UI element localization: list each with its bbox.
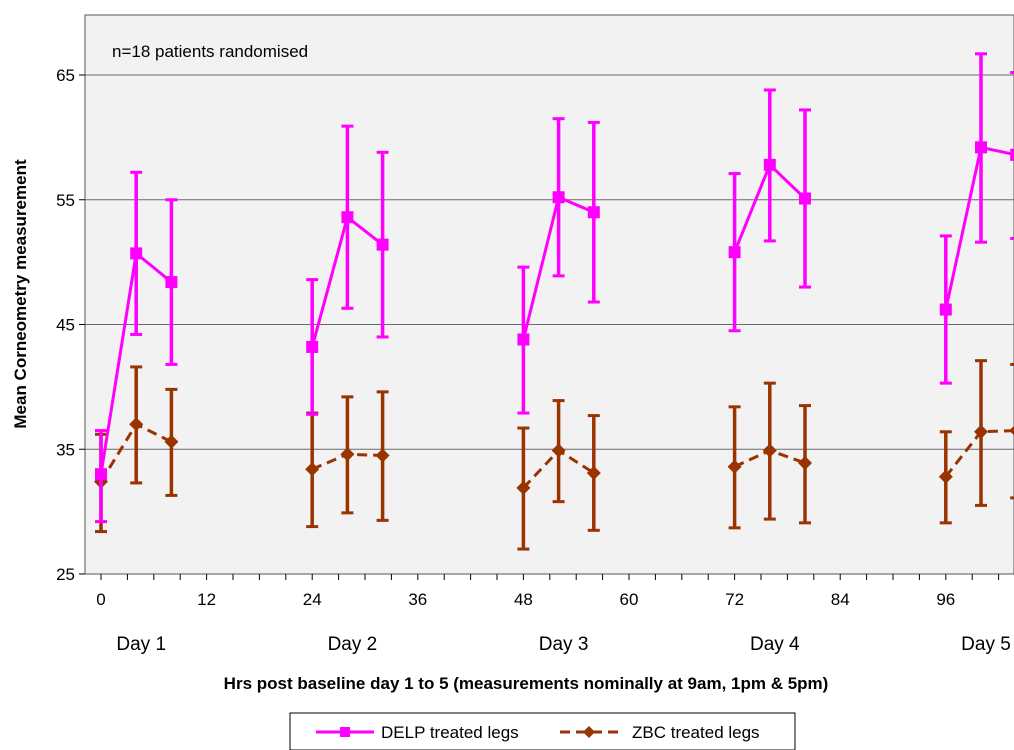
x-axis-title: Hrs post baseline day 1 to 5 (measuremen… bbox=[224, 674, 829, 693]
data-point bbox=[798, 455, 812, 470]
data-point bbox=[586, 465, 601, 480]
data-point bbox=[762, 443, 777, 458]
x-tick-label: 12 bbox=[197, 590, 216, 609]
day-label: Day 2 bbox=[328, 634, 378, 655]
data-point bbox=[95, 468, 107, 481]
x-tick-label: 84 bbox=[831, 590, 850, 609]
data-point bbox=[551, 443, 566, 458]
data-point bbox=[517, 333, 530, 346]
y-tick-label: 65 bbox=[56, 66, 75, 85]
axes: 25 35 45 55 65 0 12 24 36 48 60 72 84 96 Day 1 Day 2 Day… bbox=[56, 66, 1014, 655]
data-point bbox=[516, 480, 531, 495]
legend-entry: ZBC treated legs bbox=[632, 723, 760, 742]
y-tick-label: 45 bbox=[56, 316, 75, 335]
data-point bbox=[939, 303, 952, 316]
series bbox=[94, 359, 1014, 551]
data-point bbox=[974, 424, 988, 439]
data-point bbox=[552, 191, 565, 204]
day-label: Day 1 bbox=[116, 634, 166, 655]
legend-entry: DELP treated legs bbox=[381, 723, 519, 742]
x-tick-label: 60 bbox=[620, 590, 639, 609]
day-label: Day 3 bbox=[539, 634, 589, 655]
y-tick-label: 35 bbox=[56, 440, 75, 459]
data-point bbox=[341, 211, 354, 224]
x-tick-label: 24 bbox=[303, 590, 322, 609]
data-point bbox=[375, 448, 390, 463]
series bbox=[95, 52, 1014, 524]
data-point bbox=[376, 238, 389, 251]
x-tick-label: 48 bbox=[514, 590, 533, 609]
data-point bbox=[305, 462, 320, 477]
series-layer bbox=[94, 52, 1014, 551]
x-tick-label: 0 bbox=[96, 590, 105, 609]
x-tick-label: 36 bbox=[408, 590, 427, 609]
grid bbox=[85, 74, 1014, 450]
x-tick-label: 96 bbox=[936, 590, 955, 609]
data-point bbox=[1010, 148, 1014, 161]
data-point bbox=[130, 247, 143, 260]
x-tick-label: 72 bbox=[725, 590, 744, 609]
day-label: Day 4 bbox=[750, 634, 800, 655]
data-point bbox=[938, 469, 953, 484]
data-point bbox=[583, 726, 595, 738]
data-point bbox=[340, 447, 355, 462]
y-tick-label: 25 bbox=[56, 565, 75, 584]
data-point bbox=[587, 206, 600, 219]
data-point bbox=[340, 727, 350, 737]
y-axis-title: Mean Corneometry measurement bbox=[11, 159, 30, 429]
data-point bbox=[728, 246, 741, 259]
data-point bbox=[1009, 425, 1014, 436]
data-point bbox=[306, 340, 319, 353]
data-point bbox=[129, 417, 144, 432]
y-tick-label: 55 bbox=[56, 191, 75, 210]
data-point bbox=[165, 276, 178, 289]
data-point bbox=[763, 158, 776, 171]
annotation: n=18 patients randomised bbox=[112, 42, 308, 61]
plot-area bbox=[84, 14, 1014, 575]
legend: DELP treated legs ZBC treated legs bbox=[289, 712, 796, 750]
day-label: Day 5 bbox=[961, 634, 1011, 655]
legend-box bbox=[289, 712, 796, 750]
data-point bbox=[727, 459, 742, 474]
data-point bbox=[799, 192, 811, 205]
data-point bbox=[975, 141, 987, 154]
data-point bbox=[164, 434, 179, 449]
